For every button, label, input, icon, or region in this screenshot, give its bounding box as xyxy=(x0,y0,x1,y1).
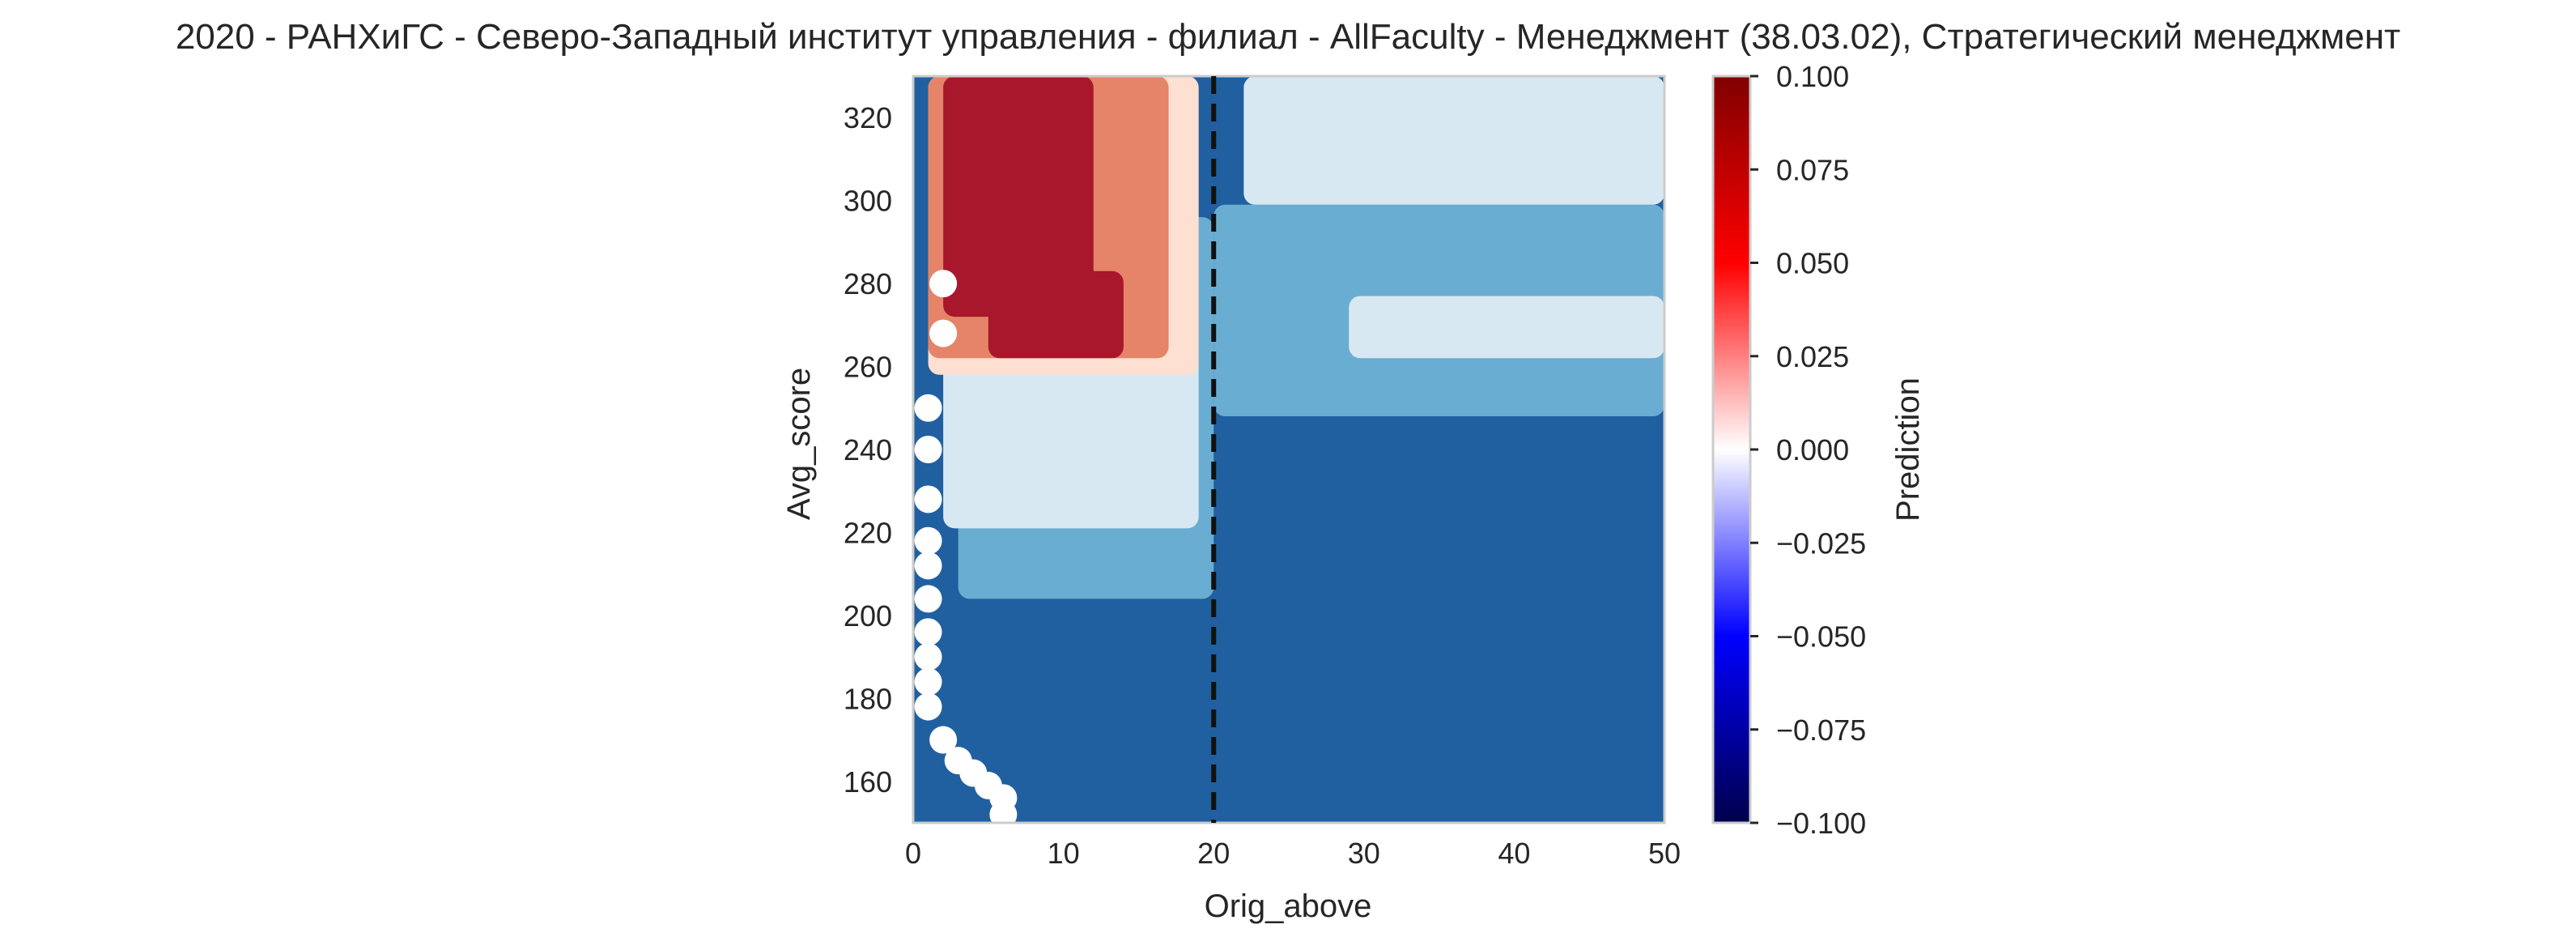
white-marker xyxy=(914,585,942,613)
chart-title: 2020 - РАНХиГС - Северо-Западный институ… xyxy=(176,17,2400,57)
x-tick-label: 40 xyxy=(1498,837,1530,870)
x-tick-label: 10 xyxy=(1048,837,1080,870)
y-tick-label: 200 xyxy=(844,599,892,633)
y-axis-label: Avg_score xyxy=(781,368,817,520)
white-marker xyxy=(914,643,942,671)
x-axis-ticks: 0 10 20 30 40 50 xyxy=(905,837,1681,870)
plot-frame xyxy=(912,75,1666,824)
white-marker xyxy=(914,485,942,513)
white-marker xyxy=(914,618,942,646)
white-marker xyxy=(929,319,958,347)
x-axis-label: Orig_above xyxy=(1205,888,1372,924)
white-marker xyxy=(989,800,1018,823)
colorbar-tick-label: −0.075 xyxy=(1776,714,1866,747)
x-tick-label: 20 xyxy=(1197,837,1230,870)
colorbar xyxy=(1711,75,1752,824)
white-marker xyxy=(929,270,958,298)
colorbar-tick-label: 0.050 xyxy=(1776,247,1849,280)
region-near_zero_neg xyxy=(943,354,1199,529)
y-axis-ticks: 160 180 200 220 240 260 280 300 320 xyxy=(844,101,892,799)
x-tick-label: 30 xyxy=(1348,837,1380,870)
colorbar-tick-label: 0.075 xyxy=(1776,153,1849,186)
white-marker xyxy=(914,436,942,463)
colorbar-label: Prediction xyxy=(1890,377,1926,522)
region-near_zero_neg xyxy=(1243,76,1664,205)
y-tick-label: 220 xyxy=(844,516,892,549)
region-near_zero_neg xyxy=(1349,296,1664,359)
x-tick-label: 50 xyxy=(1648,837,1681,870)
white-marker xyxy=(929,726,958,754)
region-high_pos xyxy=(943,76,1094,317)
y-tick-label: 240 xyxy=(844,433,892,466)
y-tick-label: 180 xyxy=(844,682,892,715)
colorbar-ticks: 0.100 0.075 0.050 0.025 0.000 −0.025 −0.050 −0.… xyxy=(1750,60,1866,840)
colorbar-tick-label: 0.000 xyxy=(1776,433,1849,466)
y-tick-label: 280 xyxy=(844,267,892,300)
white-marker xyxy=(914,394,942,422)
y-tick-label: 300 xyxy=(844,185,892,218)
x-tick-label: 0 xyxy=(905,837,921,870)
y-tick-label: 260 xyxy=(844,351,892,384)
white-marker xyxy=(914,526,942,555)
white-marker xyxy=(914,667,942,696)
white-marker xyxy=(914,692,942,721)
colorbar-tick-label: −0.050 xyxy=(1776,620,1866,654)
colorbar-tick-label: −0.100 xyxy=(1776,807,1866,840)
colorbar-tick-label: 0.100 xyxy=(1776,60,1849,93)
y-tick-label: 160 xyxy=(844,765,892,799)
colorbar-tick-label: 0.025 xyxy=(1776,340,1849,373)
colorbar-tick-label: −0.025 xyxy=(1776,526,1866,560)
y-tick-label: 320 xyxy=(844,101,892,134)
white-marker xyxy=(914,552,942,580)
heatmap-plot-area xyxy=(913,76,1664,823)
region-high_pos xyxy=(988,271,1124,359)
